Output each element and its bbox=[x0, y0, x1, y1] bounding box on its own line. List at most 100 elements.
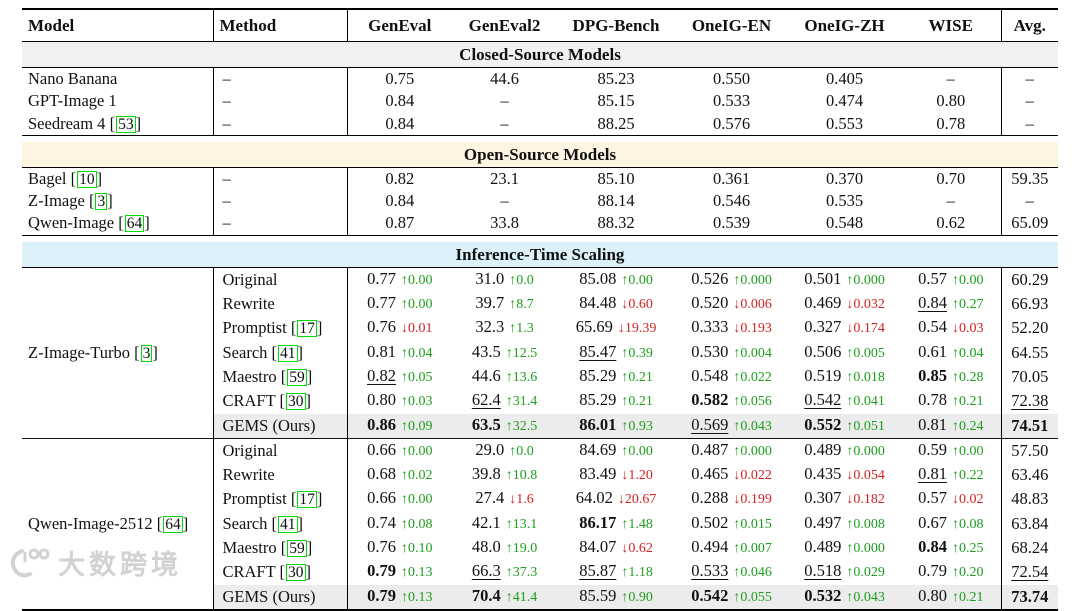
metric-delta: ↑0.02 bbox=[401, 468, 433, 483]
delta-value: 0.01 bbox=[407, 321, 433, 337]
metric-value: 0.494 bbox=[691, 537, 729, 557]
metric-value: 0.552 bbox=[804, 414, 842, 434]
metric-delta: ↑0.000 bbox=[846, 273, 885, 288]
delta-value: 0.00 bbox=[407, 443, 433, 459]
citation-link[interactable]: 59 bbox=[287, 368, 307, 386]
delta-value: 0.018 bbox=[853, 369, 885, 385]
method-name: – bbox=[222, 91, 231, 111]
delta-value: 0.007 bbox=[740, 541, 772, 557]
delta-value: 0.199 bbox=[740, 492, 772, 508]
table-row: CRAFT [30] 0.80 ↑0.03 62.4 ↑31.4 85.29 ↑0.21 0.… bbox=[22, 389, 1058, 414]
delta-value: 0.08 bbox=[407, 516, 433, 532]
metric-delta: ↑0.03 bbox=[401, 394, 433, 409]
metric-cell: 29.0 ↑0.0 bbox=[452, 437, 557, 464]
delta-value: 19.39 bbox=[624, 321, 657, 337]
metric-value: 0.80 bbox=[918, 585, 947, 605]
metric-cell: 88.32 bbox=[557, 212, 675, 235]
up-arrow-icon: ↑ bbox=[951, 541, 959, 557]
citation-link[interactable]: 3 bbox=[95, 193, 108, 211]
metric-delta: ↑0.00 bbox=[401, 273, 433, 288]
metric-cell: – bbox=[901, 68, 1001, 91]
metric-cell: 65.09 bbox=[1000, 212, 1058, 236]
metric-value: 84.48 bbox=[579, 293, 617, 313]
metric-value: 66.3 bbox=[471, 561, 501, 581]
metric-cell: 0.66 ↑0.00 bbox=[346, 487, 452, 512]
metric-delta: ↓0.62 bbox=[621, 541, 653, 556]
down-arrow-icon: ↓ bbox=[733, 297, 741, 313]
metric-cell: 63.46 bbox=[1000, 463, 1058, 488]
citation-link[interactable]: 64 bbox=[163, 515, 183, 533]
citation-link[interactable]: 10 bbox=[77, 170, 97, 188]
citation-link[interactable]: 30 bbox=[286, 393, 306, 411]
metric-cell: 44.6 ↑13.6 bbox=[452, 365, 557, 389]
delta-value: 0.193 bbox=[740, 321, 772, 337]
metric-delta: ↑0.000 bbox=[733, 444, 772, 459]
citation-link[interactable]: 53 bbox=[116, 115, 136, 133]
delta-value: 0.174 bbox=[853, 321, 885, 337]
down-arrow-icon: ↓ bbox=[621, 541, 629, 557]
metric-value: 86.01 bbox=[579, 414, 617, 434]
citation-link[interactable]: 41 bbox=[278, 344, 298, 362]
metric-value: 0.81 bbox=[918, 414, 947, 434]
table-row: Promptist [17] 0.76 ↓0.01 32.3 ↑1.3 65.69 ↓19.… bbox=[22, 316, 1058, 341]
delta-value: 12.5 bbox=[512, 345, 538, 361]
citation-link[interactable]: 64 bbox=[124, 215, 145, 233]
metric-cell: – bbox=[901, 190, 1001, 212]
delta-value: 0.04 bbox=[958, 345, 984, 361]
metric-cell: 0.533 ↑0.046 bbox=[675, 560, 788, 584]
metric-delta: ↑0.10 bbox=[401, 541, 433, 556]
metric-cell: 73.74 bbox=[1000, 584, 1058, 610]
column-header-wise: WISE bbox=[901, 9, 1001, 42]
citation-close-bracket: ] bbox=[305, 391, 312, 411]
method-cell: – bbox=[212, 90, 347, 113]
up-arrow-icon: ↑ bbox=[846, 516, 854, 532]
metric-value: 85.59 bbox=[579, 585, 617, 605]
method-cell: Search [41] bbox=[212, 340, 347, 365]
citation-close-bracket: ] bbox=[316, 318, 323, 338]
citation-link[interactable]: 41 bbox=[278, 515, 298, 533]
metric-value: 63.46 bbox=[1011, 465, 1049, 485]
metric-delta: ↑0.043 bbox=[733, 419, 772, 434]
metric-delta: ↑0.21 bbox=[621, 394, 653, 409]
metric-cell: 86.01 ↑0.93 bbox=[557, 413, 675, 439]
citation-open-bracket: [ bbox=[88, 191, 95, 211]
delta-value: 0.000 bbox=[853, 272, 885, 288]
metric-delta: ↑0.005 bbox=[846, 346, 885, 361]
delta-value: 0.000 bbox=[853, 541, 885, 557]
metric-value: 0.81 bbox=[918, 464, 947, 484]
metric-cell: 0.84 bbox=[346, 190, 452, 213]
citation-link[interactable]: 17 bbox=[297, 491, 317, 509]
citation-close-bracket: ] bbox=[297, 342, 304, 362]
metric-delta: ↑0.00 bbox=[952, 444, 984, 459]
down-arrow-icon: ↓ bbox=[846, 297, 854, 313]
table-row: CRAFT [30] 0.79 ↑0.13 66.3 ↑37.3 85.87 ↑1.18 0.… bbox=[22, 560, 1058, 585]
metric-value: 0.539 bbox=[712, 213, 751, 233]
citation-link[interactable]: 30 bbox=[286, 564, 306, 582]
metric-cell: 0.553 bbox=[788, 113, 901, 136]
metric-cell: 0.552 ↑0.051 bbox=[788, 413, 901, 439]
delta-value: 0.054 bbox=[853, 468, 885, 484]
citation-link[interactable]: 3 bbox=[140, 344, 153, 362]
column-header-dpg-bench: DPG-Bench bbox=[557, 9, 675, 42]
delta-value: 1.48 bbox=[628, 516, 653, 532]
metric-value: 0.61 bbox=[918, 341, 947, 361]
citation-link[interactable]: 17 bbox=[297, 320, 317, 338]
up-arrow-icon: ↑ bbox=[733, 345, 741, 361]
metric-delta: ↓0.006 bbox=[733, 297, 772, 312]
metric-cell: 85.47 ↑0.39 bbox=[557, 341, 675, 365]
citation-link[interactable]: 59 bbox=[287, 540, 307, 558]
model-cell: GPT-Image 1 bbox=[22, 90, 213, 113]
metric-value: 66.93 bbox=[1011, 294, 1049, 314]
metric-cell: 0.86 ↑0.09 bbox=[346, 413, 452, 439]
metric-value: 0.542 bbox=[804, 390, 842, 410]
up-arrow-icon: ↑ bbox=[846, 565, 854, 581]
table-row: Rewrite 0.68 ↑0.02 39.8 ↑10.8 83.49 ↓1.20 0.465… bbox=[22, 463, 1058, 488]
metric-cell: 85.10 bbox=[557, 167, 675, 190]
column-header-oneig-zh: OneIG-ZH bbox=[788, 9, 901, 42]
metric-value: 0.76 bbox=[367, 537, 396, 557]
up-arrow-icon: ↑ bbox=[846, 418, 854, 434]
down-arrow-icon: ↓ bbox=[400, 321, 408, 337]
up-arrow-icon: ↑ bbox=[509, 321, 517, 337]
metric-value: 0.435 bbox=[804, 464, 842, 484]
